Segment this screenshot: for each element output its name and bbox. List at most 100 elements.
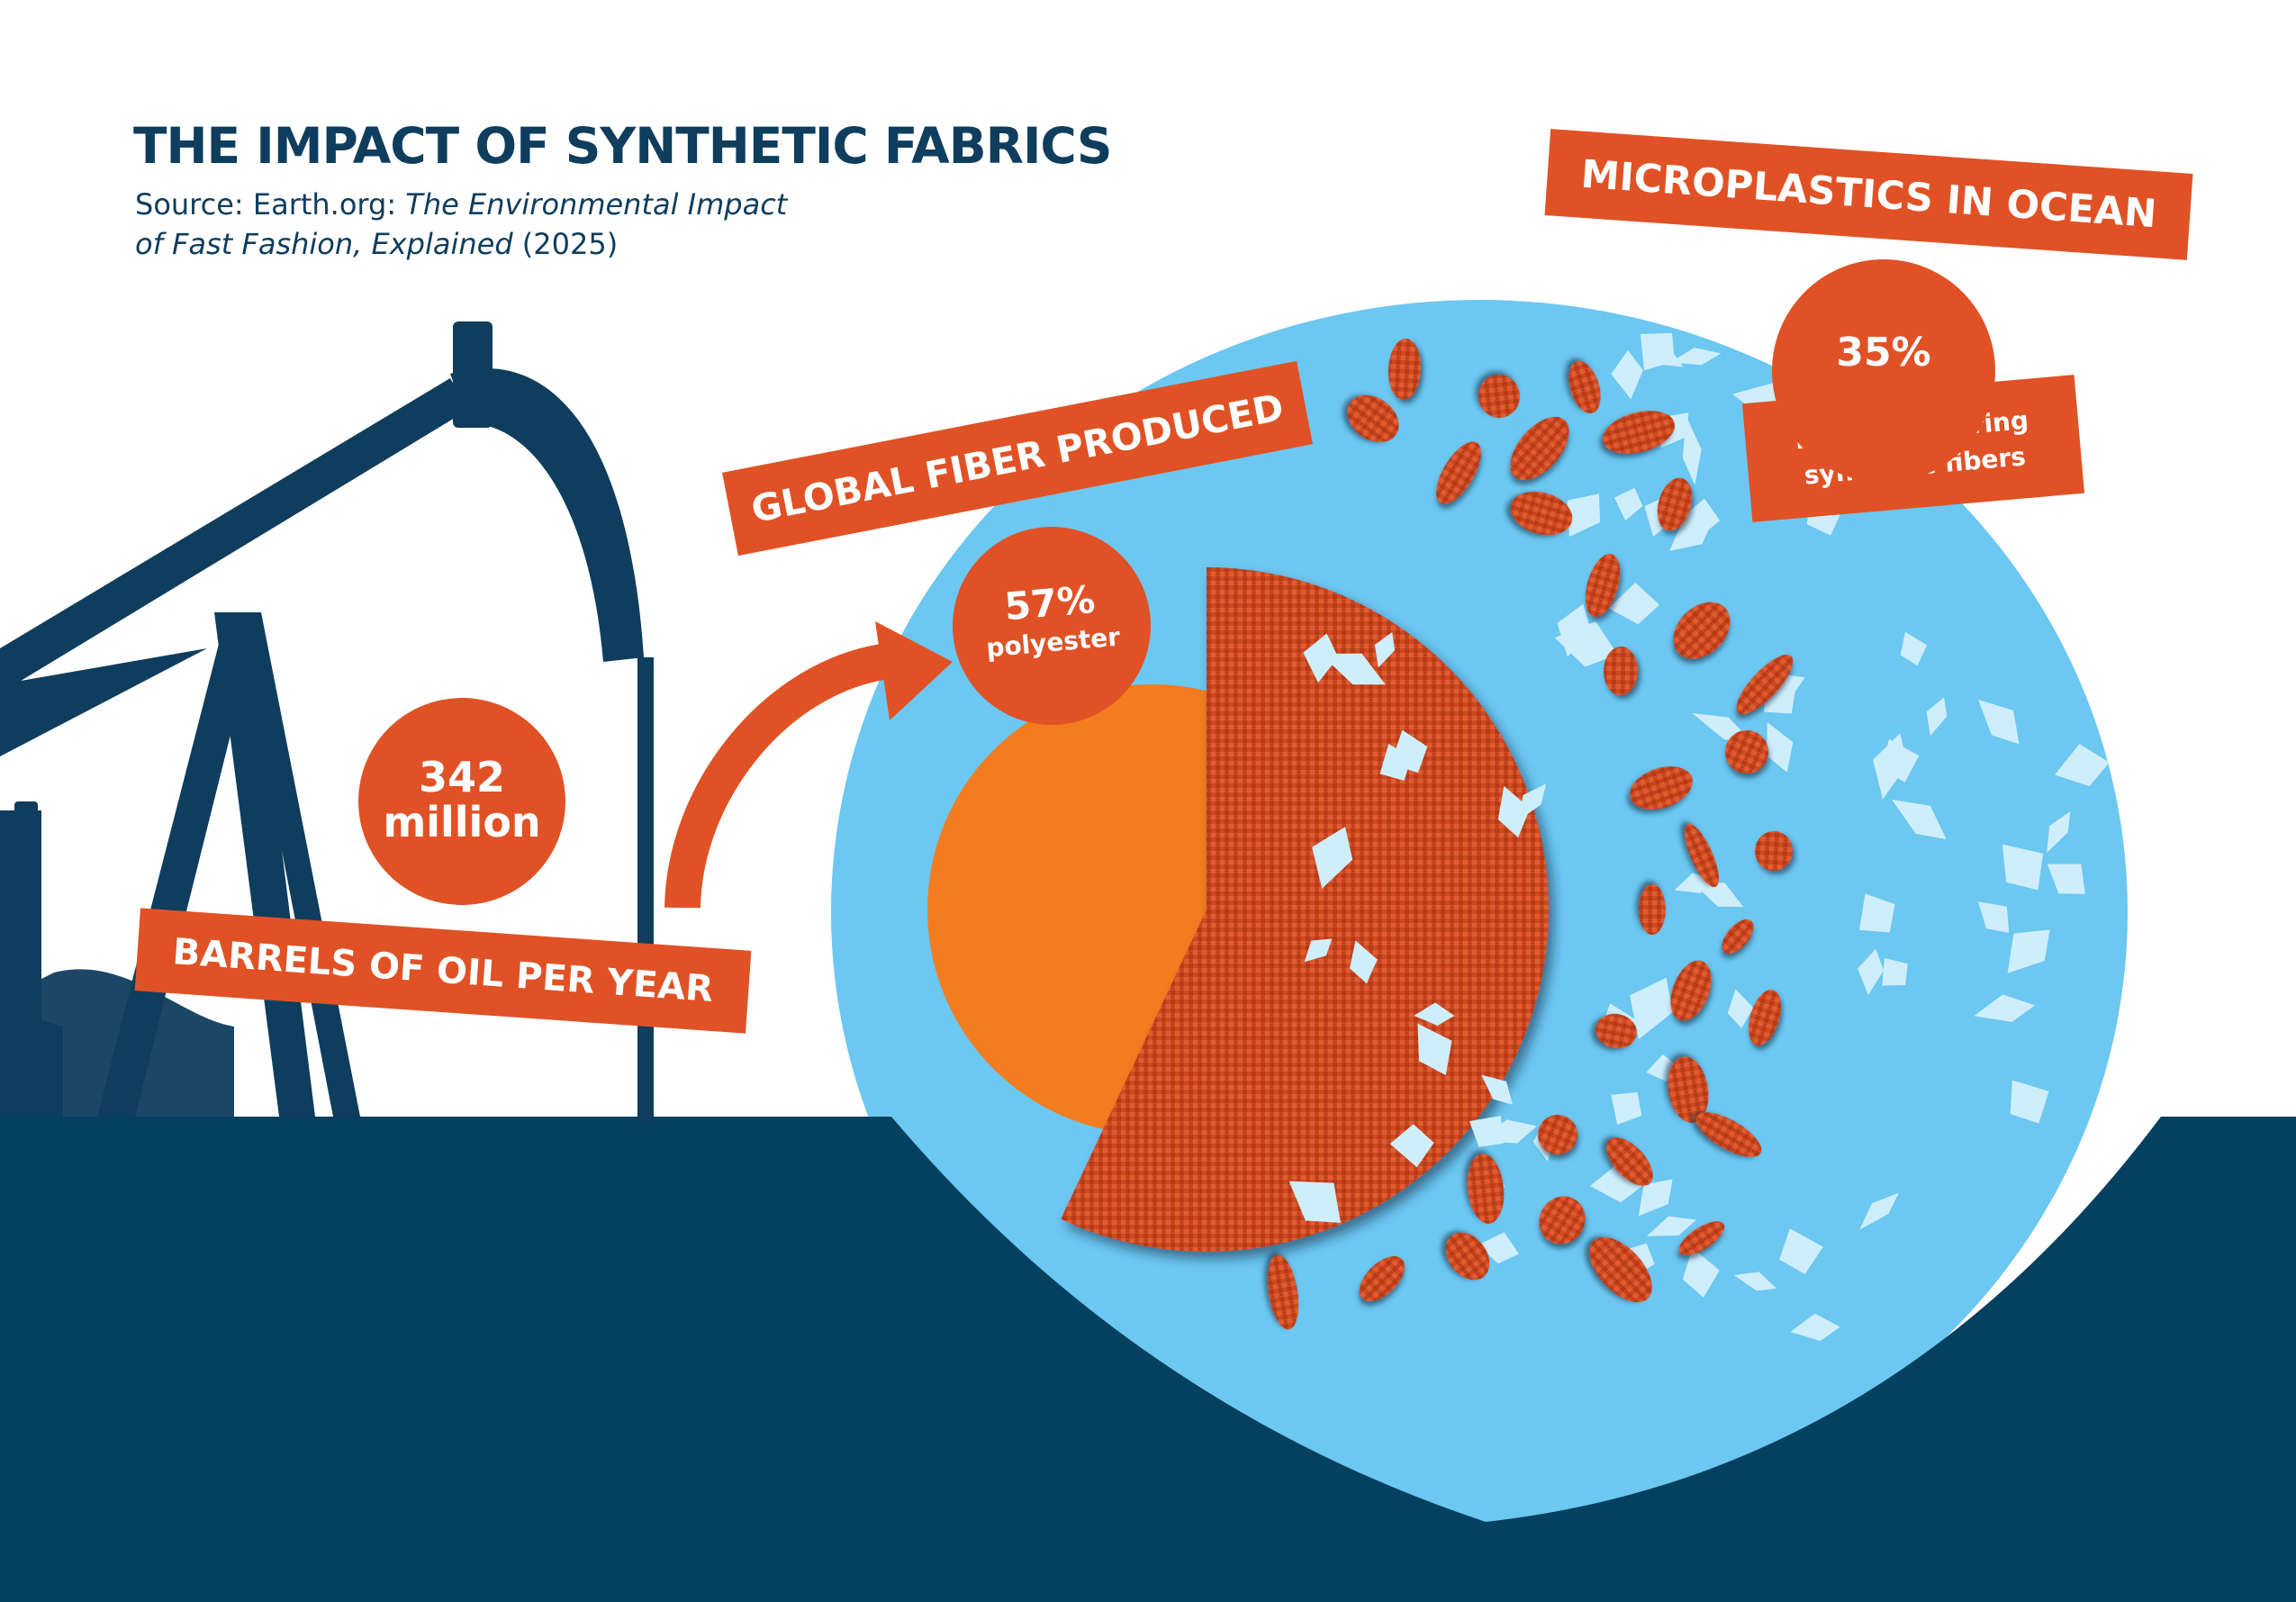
flake-shape bbox=[1497, 785, 1531, 838]
flake-shape bbox=[2054, 744, 2110, 787]
flake-shape bbox=[1974, 994, 2036, 1022]
flake-shape bbox=[1303, 633, 1339, 683]
flake-shape bbox=[1611, 1091, 1642, 1126]
fabric-piece bbox=[1685, 823, 1719, 888]
ocean-floor bbox=[0, 1117, 2296, 1602]
fabric-piece bbox=[1539, 1196, 1586, 1244]
flake-shape bbox=[1646, 1216, 1696, 1236]
flake-shape bbox=[1892, 799, 1947, 840]
source-year: (2025) bbox=[512, 227, 619, 261]
flake-shape bbox=[1978, 699, 2020, 745]
flake-shape bbox=[1481, 1074, 1514, 1105]
flake-shape bbox=[1469, 1116, 1504, 1147]
flake-shape bbox=[1554, 621, 1618, 667]
fabric-piece bbox=[1749, 990, 1781, 1045]
flake-shape bbox=[1873, 733, 1908, 800]
fabric-piece bbox=[1695, 1112, 1762, 1157]
arrow-icon bbox=[664, 644, 886, 909]
flake-shape bbox=[1478, 1232, 1519, 1264]
arrow-head-icon bbox=[875, 621, 953, 720]
fabric-piece bbox=[1603, 647, 1639, 695]
pie-slice-polyester bbox=[1061, 566, 1550, 1252]
flake-shape bbox=[1859, 1192, 1899, 1230]
flake-shape bbox=[1770, 674, 1805, 695]
fabric-piece bbox=[1639, 884, 1666, 935]
flake-shape bbox=[1682, 1247, 1720, 1298]
flake-shape bbox=[1389, 1124, 1434, 1168]
flake-shape bbox=[1589, 1163, 1644, 1203]
fabric-piece bbox=[1754, 831, 1794, 871]
flake-shape bbox=[1733, 1272, 1777, 1291]
flake-shape bbox=[1611, 349, 1643, 400]
fabric-piece bbox=[1436, 441, 1481, 504]
fabric-piece bbox=[1445, 1232, 1490, 1281]
fabric-piece bbox=[1360, 1256, 1405, 1301]
ocean-flakes bbox=[1288, 332, 2110, 1342]
flake-shape bbox=[1374, 631, 1396, 668]
fabric-piece bbox=[1602, 411, 1676, 454]
flake-shape bbox=[1727, 989, 1754, 1028]
fabric-piece bbox=[1538, 1115, 1577, 1154]
flake-shape bbox=[1414, 1002, 1455, 1027]
fabric-piece bbox=[1568, 360, 1601, 414]
flake-shape bbox=[1320, 653, 1386, 685]
fabric-piece bbox=[1467, 1154, 1505, 1224]
flake-shape bbox=[1630, 977, 1673, 1040]
fabric-piece bbox=[1585, 554, 1621, 617]
flake-shape bbox=[1669, 348, 1722, 366]
flake-shape bbox=[1638, 1179, 1673, 1217]
source-article-line2: of Fast Fashion, Explained bbox=[135, 227, 513, 261]
fabric-piece bbox=[1668, 1056, 1709, 1123]
flake-shape bbox=[1859, 893, 1895, 933]
fabric-piece bbox=[1595, 1013, 1637, 1049]
fabric-piece bbox=[1606, 1137, 1653, 1186]
fabric-piece bbox=[1388, 339, 1422, 400]
fabric-piece bbox=[1630, 766, 1693, 810]
flake-shape bbox=[1312, 827, 1353, 889]
flake-shape bbox=[1977, 901, 2010, 933]
fabric-piece bbox=[1510, 416, 1569, 481]
fabric-piece bbox=[1725, 730, 1768, 774]
microplastics-value: 35% bbox=[1836, 330, 1931, 376]
fabric-piece bbox=[1267, 1254, 1299, 1330]
flake-shape bbox=[1608, 582, 1660, 625]
microplastic-pieces bbox=[1267, 339, 1794, 1330]
source-citation: Source: Earth.org: The Environmental Imp… bbox=[135, 185, 945, 264]
flake-shape bbox=[2047, 810, 2071, 853]
fiber-pie-chart bbox=[927, 566, 1550, 1252]
flake-shape bbox=[1790, 1313, 1840, 1342]
source-article-line1: The Environmental Impact bbox=[405, 187, 788, 222]
fabric-piece bbox=[1478, 375, 1521, 418]
fabric-piece bbox=[1657, 477, 1693, 531]
flake-shape bbox=[2010, 1080, 2049, 1124]
fabric-piece bbox=[1673, 602, 1731, 659]
oil-value-number: 342 bbox=[418, 753, 506, 801]
flake-shape bbox=[2007, 929, 2050, 973]
fabric-piece bbox=[1678, 1221, 1725, 1255]
flake-shape bbox=[1900, 631, 1928, 666]
flake-shape bbox=[1767, 721, 1794, 773]
source-prefix: Source: Earth.org: bbox=[135, 187, 406, 222]
fabric-piece bbox=[1670, 960, 1712, 1021]
fabric-piece bbox=[1510, 491, 1573, 536]
flake-shape bbox=[1379, 743, 1412, 781]
flake-shape bbox=[1693, 882, 1744, 907]
flake-shape bbox=[1858, 948, 1885, 996]
fabric-piece bbox=[1347, 394, 1399, 443]
oil-value-unit: million bbox=[383, 798, 541, 846]
flake-shape bbox=[1926, 697, 1948, 737]
flake-shape bbox=[2047, 864, 2085, 894]
fabric-piece bbox=[1736, 654, 1794, 715]
fabric-piece bbox=[1722, 919, 1754, 955]
flake-shape bbox=[1350, 940, 1378, 984]
flake-shape bbox=[1779, 1228, 1823, 1275]
page-title: THE IMPACT OF SYNTHETIC FABRICS bbox=[133, 117, 1112, 175]
flake-shape bbox=[1288, 1181, 1341, 1223]
flake-shape bbox=[1417, 1023, 1452, 1075]
flake-shape bbox=[1640, 332, 1675, 371]
fabric-piece bbox=[1589, 1236, 1652, 1303]
microplastics-value-badge: 35% bbox=[1772, 259, 1995, 483]
oil-value-badge: 342 million bbox=[358, 698, 565, 905]
flake-shape bbox=[1669, 520, 1713, 551]
